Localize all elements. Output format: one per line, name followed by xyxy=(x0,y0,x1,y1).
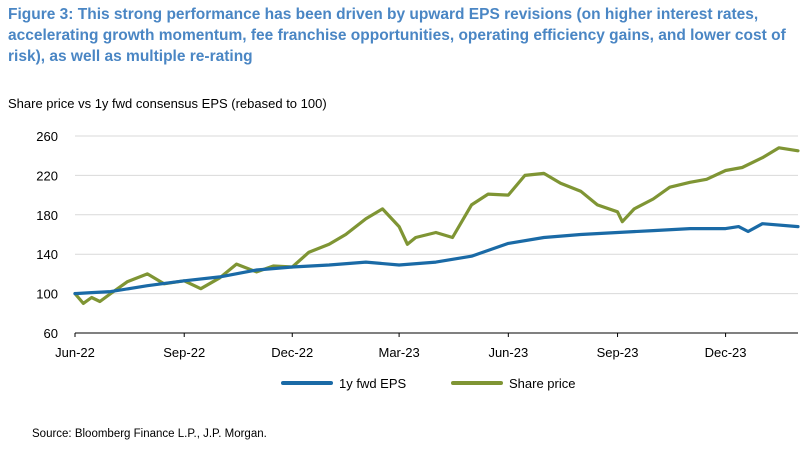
y-tick-label: 180 xyxy=(36,208,58,223)
y-tick-label: 140 xyxy=(36,247,58,262)
series-lines xyxy=(73,146,800,305)
gridlines xyxy=(75,135,798,295)
legend: 1y fwd EPS Share price xyxy=(281,376,575,391)
x-tick-label: Jun-23 xyxy=(488,345,528,360)
x-axis: Jun-22 Sep-22 Dec-22 Mar-23 Jun-23 Sep-23 Dec-… xyxy=(55,332,798,360)
y-tick-label: 60 xyxy=(44,326,58,341)
x-tick-label: Sep-23 xyxy=(597,345,639,360)
legend-label: 1y fwd EPS xyxy=(339,376,407,391)
y-tick-label: 260 xyxy=(36,129,58,144)
x-tick-label: Jun-22 xyxy=(55,345,95,360)
source-note: Source: Bloomberg Finance L.P., J.P. Mor… xyxy=(32,428,267,440)
legend-item-eps: 1y fwd EPS xyxy=(281,376,407,391)
y-tick-label: 220 xyxy=(36,168,58,183)
series-line-eps xyxy=(73,222,800,296)
y-axis: 60 100 140 180 220 260 xyxy=(36,129,58,341)
legend-item-share-price: Share price xyxy=(451,376,575,391)
chart-subtitle: Share price vs 1y fwd consensus EPS (reb… xyxy=(8,96,327,111)
x-tick-label: Dec-23 xyxy=(705,345,747,360)
legend-label: Share price xyxy=(509,376,575,391)
figure-title: Figure 3: This strong performance has be… xyxy=(8,6,786,65)
x-tick-label: Sep-22 xyxy=(163,345,205,360)
x-tick-label: Dec-22 xyxy=(271,345,313,360)
y-tick-label: 100 xyxy=(36,287,58,302)
x-tick-label: Mar-23 xyxy=(379,345,420,360)
